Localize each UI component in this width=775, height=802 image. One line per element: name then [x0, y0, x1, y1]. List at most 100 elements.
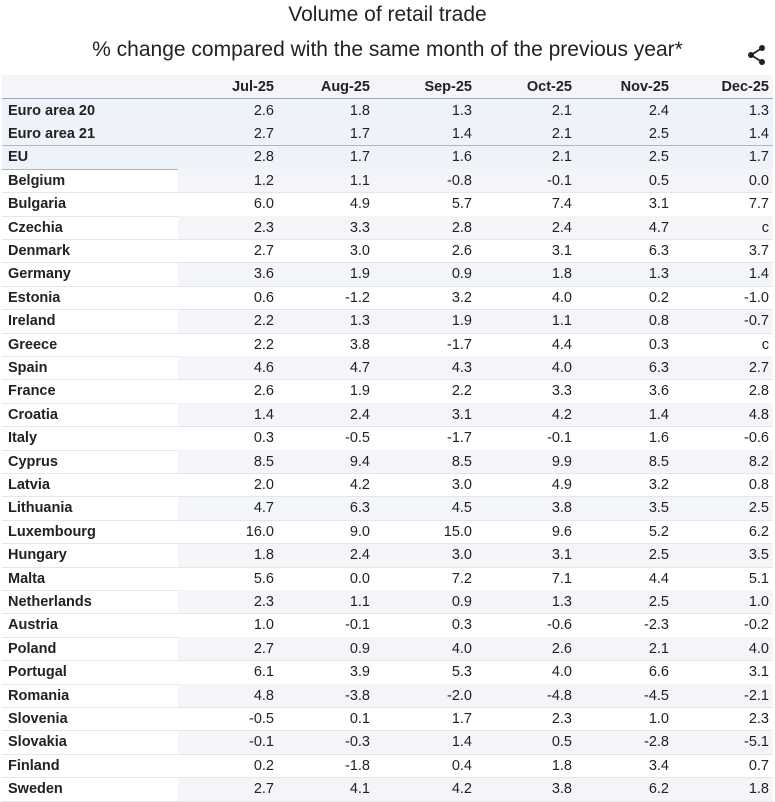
row-label: Portugal — [8, 664, 67, 681]
table-cell: 4.7 — [648, 219, 669, 236]
row-border — [2, 472, 773, 474]
table-cell: 4.0 — [451, 640, 472, 657]
column-header: Dec-25 — [721, 79, 769, 95]
table-cell: 7.4 — [551, 196, 572, 213]
table-cell: 4.9 — [551, 477, 572, 494]
row-stripe — [178, 309, 773, 333]
row-border — [2, 426, 773, 428]
row-stripe — [178, 169, 773, 193]
table-cell: 2.8 — [451, 219, 472, 236]
table-cell: 8.5 — [451, 453, 472, 470]
row-stripe — [178, 730, 773, 755]
table-cell: 1.9 — [451, 313, 472, 330]
row-stripe — [178, 496, 773, 521]
row-label: Sweden — [8, 781, 63, 798]
table-cell: 1.1 — [551, 313, 572, 330]
row-border — [2, 192, 773, 194]
table-cell: 1.3 — [648, 266, 669, 283]
aggregate-row-bg — [2, 99, 773, 123]
row-border — [2, 332, 773, 334]
table-cell: 0.9 — [349, 640, 370, 657]
table-cell: 3.2 — [451, 289, 472, 306]
table-cell: 1.4 — [748, 126, 769, 143]
table-cell: 4.9 — [349, 196, 370, 213]
row-stripe — [178, 450, 773, 474]
table-cell: 9.6 — [551, 523, 572, 540]
row-stripe — [178, 216, 773, 240]
table-cell: 5.6 — [253, 570, 274, 587]
table-cell: 6.2 — [648, 781, 669, 798]
table-cell: 0.5 — [551, 734, 572, 751]
table-cell: 4.0 — [551, 360, 572, 377]
column-header: Sep-25 — [424, 79, 472, 95]
row-label: Finland — [8, 757, 60, 774]
row-border — [2, 660, 773, 662]
table-cell: 4.0 — [551, 289, 572, 306]
table-cell: 2.4 — [551, 219, 572, 236]
table-cell: 0.9 — [451, 594, 472, 611]
table-cell: 3.1 — [451, 406, 472, 423]
table-cell: 4.8 — [748, 406, 769, 423]
table-cell: 0.2 — [648, 289, 669, 306]
table-cell: 6.6 — [648, 664, 669, 681]
table-cell: -0.1 — [547, 172, 572, 189]
table-cell: 3.5 — [748, 547, 769, 564]
table-cell: 4.6 — [253, 360, 274, 377]
table-cell: 4.5 — [451, 500, 472, 517]
table-cell: 1.3 — [451, 102, 472, 119]
table-cell: 1.7 — [748, 149, 769, 166]
table-cell: 4.2 — [349, 477, 370, 494]
aggregate-row-bg — [2, 145, 773, 170]
table-cell: 1.9 — [349, 266, 370, 283]
table-cell: 2.5 — [648, 594, 669, 611]
aggregate-row-bg — [2, 122, 773, 146]
table-cell: -0.7 — [744, 313, 769, 330]
table-cell: 0.7 — [748, 757, 769, 774]
table-cell: -0.8 — [447, 172, 472, 189]
table-cell: 2.2 — [253, 336, 274, 353]
row-border — [2, 613, 773, 615]
table-cell: 8.2 — [748, 453, 769, 470]
row-label: Spain — [8, 360, 48, 377]
row-border — [2, 519, 773, 521]
title: Volume of retail trade — [288, 3, 487, 26]
row-stripe — [178, 684, 773, 708]
table-cell: 1.0 — [648, 711, 669, 728]
table-cell: 1.4 — [648, 406, 669, 423]
table-cell: 5.3 — [451, 664, 472, 681]
table-cell: 1.6 — [648, 430, 669, 447]
table-cell: 2.5 — [648, 126, 669, 143]
table-cell: 5.1 — [748, 570, 769, 587]
table-cell: 1.4 — [451, 126, 472, 143]
table-cell: -0.1 — [345, 617, 370, 634]
table-cell: 2.6 — [451, 243, 472, 260]
table-cell: 1.8 — [551, 266, 572, 283]
table-cell: -0.5 — [345, 430, 370, 447]
table-cell: 1.4 — [253, 406, 274, 423]
table-cell: 3.8 — [551, 500, 572, 517]
table-cell: 2.7 — [253, 243, 274, 260]
table-cell: 0.9 — [451, 266, 472, 283]
table-cell: 3.3 — [551, 383, 572, 400]
table-cell: 1.8 — [551, 757, 572, 774]
table-cell: 2.8 — [748, 383, 769, 400]
table-cell: 1.4 — [748, 266, 769, 283]
subtitle: % change compared with the same month of… — [92, 38, 683, 61]
row-stripe — [178, 637, 773, 661]
table-cell: 8.5 — [253, 453, 274, 470]
table-cell: -0.1 — [249, 734, 274, 751]
table-cell: 2.4 — [349, 406, 370, 423]
table-cell: 2.3 — [253, 594, 274, 611]
row-label: Estonia — [8, 289, 61, 306]
share-button[interactable] — [746, 44, 768, 66]
table-cell: 2.8 — [253, 149, 274, 166]
table-cell: 2.6 — [253, 383, 274, 400]
table-cell: 1.8 — [748, 781, 769, 798]
header-border — [2, 98, 773, 99]
table-cell: 3.3 — [349, 219, 370, 236]
table-cell: -1.7 — [447, 430, 472, 447]
table-cell: 1.8 — [349, 102, 370, 119]
table-cell: 4.2 — [451, 781, 472, 798]
table-cell: -1.0 — [744, 289, 769, 306]
